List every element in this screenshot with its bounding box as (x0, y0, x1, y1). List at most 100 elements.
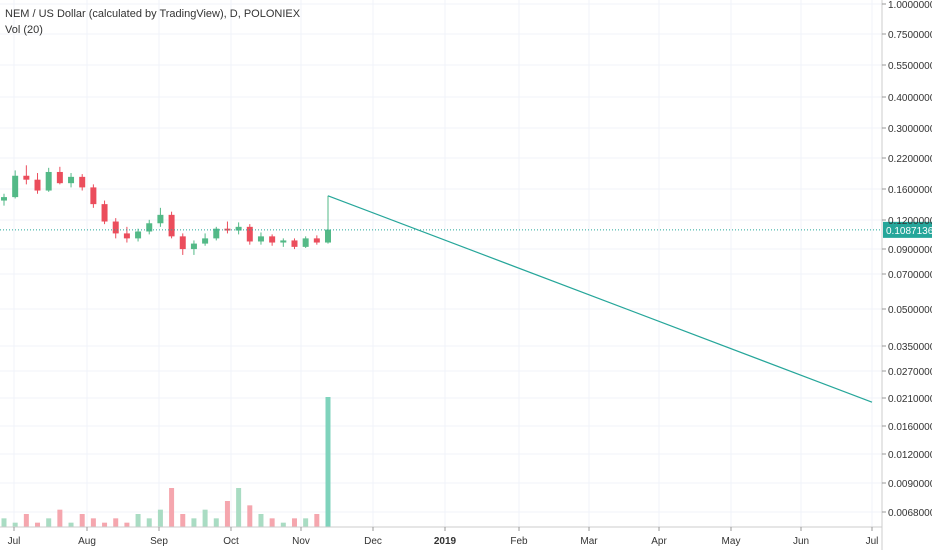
volume-bar (1, 518, 7, 527)
volume-bar (113, 518, 119, 527)
candle-body (257, 236, 264, 242)
volume-bar (12, 522, 18, 527)
last-price-badge (883, 221, 932, 238)
volume-bars (1, 397, 331, 527)
candle-body (34, 179, 41, 191)
candle-body (23, 175, 30, 180)
volume-bar (169, 488, 175, 527)
candle-body (291, 240, 298, 247)
price-tick-label: 0.30000000 (888, 124, 932, 135)
candle-body (202, 238, 209, 244)
volume-bar (191, 518, 197, 527)
candle-body (157, 214, 164, 224)
time-axis[interactable]: Jul Aug Sep Oct Nov Dec 2019 Feb Mar Apr May Jun Jul (0, 526, 882, 547)
volume-bar (57, 509, 63, 527)
candle-body (235, 226, 242, 231)
time-tick-label: Aug (78, 536, 96, 547)
grid (0, 0, 882, 527)
price-tick-label: 0.75000000 (888, 30, 932, 41)
volume-bar (102, 522, 108, 527)
candle-body (302, 238, 309, 247)
time-tick-label: Nov (292, 536, 310, 547)
candle-body (190, 243, 197, 250)
price-tick-label: 0.02100000 (888, 394, 932, 405)
price-tick-label: 0.16000000 (888, 185, 932, 196)
price-tick-label: 0.05000000 (888, 305, 932, 316)
candle-body (68, 176, 75, 184)
volume-bar (291, 518, 297, 527)
price-tick-label: 0.03500000 (888, 342, 932, 353)
volume-bar (180, 514, 186, 527)
trend-line-path (327, 195, 873, 403)
volume-bar (269, 518, 275, 527)
volume-bar (79, 514, 85, 527)
volume-bar (23, 514, 29, 527)
volume-bar (90, 518, 96, 527)
volume-bar (135, 514, 141, 527)
price-tick-label: 0.02700000 (888, 367, 932, 378)
volume-bar (202, 509, 208, 527)
time-tick-label: Apr (651, 536, 667, 547)
price-tick-label: 0.00900000 (888, 479, 932, 490)
candle-body (269, 236, 276, 243)
price-tick-label: 0.55000000 (888, 61, 932, 72)
candle-body (213, 228, 220, 239)
chart-legend: NEM / US Dollar (calculated by TradingVi… (5, 6, 300, 38)
candle-body (168, 214, 175, 237)
volume-bar (213, 518, 219, 527)
volume-bar (224, 501, 230, 527)
volume-bar (68, 522, 74, 527)
candle-body (123, 233, 130, 239)
price-axis[interactable]: 1.00000000 0.75000000 0.55000000 0.40000000… (881, 0, 932, 550)
candle-body (56, 171, 63, 184)
time-tick-label: Jun (793, 536, 809, 547)
time-tick-label: 2019 (434, 536, 457, 547)
time-tick-label: Feb (510, 536, 528, 547)
price-tick-label: 0.22000000 (888, 154, 932, 165)
time-tick-label: Sep (150, 536, 168, 547)
candle-body (313, 238, 320, 243)
trend-line[interactable]: 0.10871365 (0, 195, 932, 403)
candle-body (45, 171, 52, 191)
price-tick-label: 0.00680000 (888, 508, 932, 519)
candle-body (90, 187, 97, 205)
candles (1, 165, 331, 255)
candle-body (280, 240, 287, 243)
candle-body (246, 226, 253, 242)
volume-bar (124, 522, 130, 527)
candle-body (146, 223, 153, 232)
time-tick-label: Jul (866, 536, 879, 547)
volume-bar (325, 397, 331, 527)
price-tick-label: 0.40000000 (888, 93, 932, 104)
symbol-title: NEM / US Dollar (calculated by TradingVi… (5, 8, 301, 20)
time-tick-label: Dec (364, 536, 382, 547)
candle-body (101, 204, 108, 222)
price-tick-label: 0.12000000 (888, 216, 932, 227)
time-tick-label: Mar (580, 536, 598, 547)
time-tick-label: Jul (8, 536, 21, 547)
volume-bar (35, 522, 41, 527)
candle-body (135, 231, 142, 239)
time-tick-label: Oct (223, 536, 239, 547)
price-tick-label: 1.00000000 (888, 0, 932, 11)
candle-body (325, 229, 331, 243)
candle-body (79, 176, 86, 188)
volume-bar (314, 514, 320, 527)
price-tick-label: 0.07000000 (888, 270, 932, 281)
volume-bar (303, 518, 309, 527)
volume-bar (236, 488, 242, 527)
candle-body (179, 236, 186, 250)
volume-bar (258, 514, 264, 527)
volume-legend: Vol (20) (5, 24, 43, 36)
candle-body (12, 175, 19, 198)
time-tick-label: May (722, 536, 741, 547)
candle-body (1, 197, 7, 201)
volume-bar (46, 518, 52, 527)
price-tick-label: 0.01600000 (888, 422, 932, 433)
candle-body (224, 228, 231, 231)
candle-body (112, 221, 119, 234)
last-price-label: 0.10871365 (886, 226, 932, 237)
volume-bar (280, 522, 286, 527)
